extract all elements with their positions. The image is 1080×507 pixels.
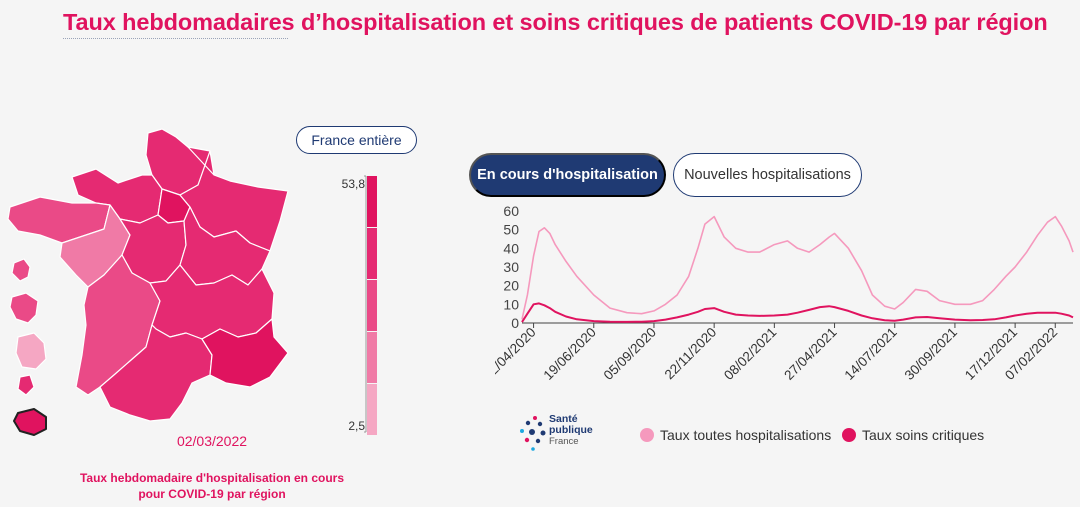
map-caption-line2: pour COVID-19 par région — [138, 487, 286, 501]
y-tick-label: 0 — [511, 315, 519, 331]
logo-dots-icon — [520, 416, 546, 451]
title-text: d’hospitalisation et soins critiques de … — [294, 9, 1048, 35]
scale-segment — [367, 332, 377, 383]
series-line-soins-critiques[interactable] — [521, 302, 1074, 323]
series-line-toutes-hospitalisations[interactable] — [521, 215, 1074, 320]
page-title: Taux hebdomadaires d’hospitalisation et … — [63, 9, 1048, 36]
y-tick-label: 50 — [503, 222, 519, 238]
legend-dot-icon — [842, 428, 856, 442]
color-scale — [364, 175, 377, 435]
logo-text: Santé publique France — [549, 413, 593, 448]
france-region-map — [7, 128, 289, 436]
legend-dot-icon — [640, 428, 654, 442]
region-la-reunion[interactable] — [13, 408, 47, 436]
scale-segment — [367, 228, 377, 279]
title-link[interactable]: Taux hebdomadaires — [63, 9, 295, 35]
tab-nouvelles-hospitalisations[interactable]: Nouvelles hospitalisations — [673, 153, 862, 197]
logo-line3: France — [549, 436, 579, 447]
x-tick-label: 05/09/2020 — [601, 325, 659, 383]
sante-publique-logo — [520, 416, 546, 451]
legend-label: Taux toutes hospitalisations — [660, 427, 832, 443]
scale-max-label: 53,8 — [341, 177, 365, 191]
x-tick-label: 22/11/2020 — [662, 325, 720, 383]
x-tick-label: 14/07/2021 — [841, 325, 899, 383]
y-tick-label: 30 — [503, 259, 519, 275]
x-tick-label: 02/04/2020 — [495, 325, 539, 383]
map-date: 02/03/2022 — [176, 433, 248, 449]
region-provence-alpes-cote-d-azur[interactable] — [201, 318, 289, 388]
scale-segment — [367, 176, 377, 227]
tab-en-cours-hospitalisation[interactable]: En cours d'hospitalisation — [469, 153, 666, 197]
france-entiere-button[interactable]: France entière — [296, 126, 417, 154]
title-link-underline — [63, 38, 288, 39]
legend-item-soins-critiques[interactable]: Taux soins critiques — [842, 427, 984, 443]
logo-line2: publique — [549, 424, 593, 436]
y-tick-label: 60 — [503, 203, 519, 219]
line-chart: 0 10 20 30 40 50 60 02/04/2020 19/06/2020 05/09/2… — [495, 203, 1074, 383]
x-tick-label: 27/04/2021 — [781, 325, 839, 383]
map-caption: Taux hebdomadaire d'hospitalisation en c… — [62, 470, 362, 502]
x-tick-label: 30/09/2021 — [902, 325, 960, 383]
scale-segment — [367, 280, 377, 331]
logo-line1: Santé — [549, 413, 578, 425]
y-tick-label: 10 — [503, 296, 519, 312]
y-tick-label: 20 — [503, 278, 519, 294]
legend-item-toutes[interactable]: Taux toutes hospitalisations — [640, 427, 831, 443]
scale-segment — [367, 384, 377, 435]
region-mayotte[interactable] — [17, 374, 35, 396]
x-tick-label: 19/06/2020 — [540, 325, 598, 383]
region-guadeloupe[interactable] — [11, 258, 31, 282]
region-martinique[interactable] — [9, 292, 39, 324]
y-tick-label: 40 — [503, 240, 519, 256]
scale-min-label: 2,5 — [348, 419, 365, 433]
x-tick-label: 08/02/2021 — [721, 325, 779, 383]
region-guyane[interactable] — [15, 332, 47, 370]
legend-label: Taux soins critiques — [862, 427, 985, 443]
map-caption-line1: Taux hebdomadaire d'hospitalisation en c… — [79, 471, 344, 485]
